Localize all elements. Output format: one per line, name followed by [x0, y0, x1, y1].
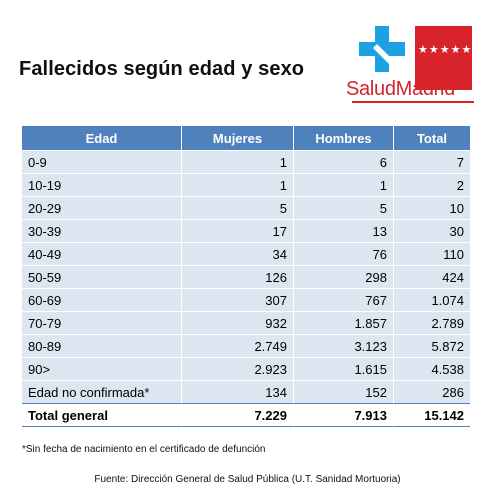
stars-icon: ★★★★★★★ [418, 44, 495, 56]
cell-hombres: 152 [294, 380, 394, 403]
cell-edad: 80-89 [22, 334, 182, 357]
logo-underline [352, 101, 474, 103]
column-header-mujeres: Mujeres [182, 126, 294, 150]
cell-mujeres: 1 [182, 173, 294, 196]
cell-total: 2.789 [394, 311, 470, 334]
cell-mujeres: 134 [182, 380, 294, 403]
cell-total: 30 [394, 219, 470, 242]
cell-edad: 60-69 [22, 288, 182, 311]
cell-total: 286 [394, 380, 470, 403]
cell-hombres: 767 [294, 288, 394, 311]
cell-hombres: 1 [294, 173, 394, 196]
table-row: 0-9 1 6 7 [22, 150, 470, 173]
cell-mujeres: 932 [182, 311, 294, 334]
cell-edad: 20-29 [22, 196, 182, 219]
table-row: 20-29 5 5 10 [22, 196, 470, 219]
table-row: 50-59 126 298 424 [22, 265, 470, 288]
cell-edad: 90> [22, 357, 182, 380]
medical-cross-icon [359, 26, 405, 72]
table-row: 30-39 17 13 30 [22, 219, 470, 242]
saludmadrid-logo: ★★★★★★★ SaludMadrid [340, 16, 495, 108]
cell-edad: 40-49 [22, 242, 182, 265]
cell-hombres: 6 [294, 150, 394, 173]
cell-edad: Edad no confirmada* [22, 380, 182, 403]
source-note: Fuente: Dirección General de Salud Públi… [94, 474, 401, 485]
cell-total-hombres: 7.913 [294, 403, 394, 427]
cell-mujeres: 2.749 [182, 334, 294, 357]
cell-mujeres: 1 [182, 150, 294, 173]
page-title: Fallecidos según edad y sexo [19, 58, 305, 80]
cell-total: 424 [394, 265, 470, 288]
cell-mujeres: 126 [182, 265, 294, 288]
table-row: 60-69 307 767 1.074 [22, 288, 470, 311]
cell-total: 4.538 [394, 357, 470, 380]
cell-total-mujeres: 7.229 [182, 403, 294, 427]
footnote: *Sin fecha de nacimiento en el certifica… [22, 444, 266, 455]
red-flag-block [415, 26, 472, 90]
cell-total-label: Total general [22, 403, 182, 427]
cell-total-total: 15.142 [394, 403, 470, 427]
cell-mujeres: 34 [182, 242, 294, 265]
cell-total: 7 [394, 150, 470, 173]
cell-hombres: 298 [294, 265, 394, 288]
cell-mujeres: 2.923 [182, 357, 294, 380]
cell-mujeres: 17 [182, 219, 294, 242]
cell-mujeres: 5 [182, 196, 294, 219]
table-row: 90> 2.923 1.615 4.538 [22, 357, 470, 380]
cell-total: 1.074 [394, 288, 470, 311]
cell-edad: 10-19 [22, 173, 182, 196]
cell-edad: 70-79 [22, 311, 182, 334]
cell-hombres: 13 [294, 219, 394, 242]
table-header-row: Edad Mujeres Hombres Total [22, 126, 470, 150]
column-header-edad: Edad [22, 126, 182, 150]
column-header-total: Total [394, 126, 470, 150]
cell-total: 2 [394, 173, 470, 196]
table-row: Edad no confirmada* 134 152 286 [22, 380, 470, 403]
table-row: 40-49 34 76 110 [22, 242, 470, 265]
cell-total: 5.872 [394, 334, 470, 357]
cell-edad: 0-9 [22, 150, 182, 173]
cell-hombres: 76 [294, 242, 394, 265]
table-row: 70-79 932 1.857 2.789 [22, 311, 470, 334]
cell-edad: 30-39 [22, 219, 182, 242]
deaths-table: Edad Mujeres Hombres Total 0-9 1 6 7 10-… [22, 126, 470, 427]
table-row: 10-19 1 1 2 [22, 173, 470, 196]
column-header-hombres: Hombres [294, 126, 394, 150]
cell-total: 110 [394, 242, 470, 265]
cell-hombres: 1.615 [294, 357, 394, 380]
logo-text: SaludMadrid [346, 78, 455, 100]
cell-edad: 50-59 [22, 265, 182, 288]
cell-hombres: 5 [294, 196, 394, 219]
cell-hombres: 1.857 [294, 311, 394, 334]
total-row: Total general 7.229 7.913 15.142 [22, 403, 470, 427]
table-row: 80-89 2.749 3.123 5.872 [22, 334, 470, 357]
cell-mujeres: 307 [182, 288, 294, 311]
cell-hombres: 3.123 [294, 334, 394, 357]
cell-total: 10 [394, 196, 470, 219]
